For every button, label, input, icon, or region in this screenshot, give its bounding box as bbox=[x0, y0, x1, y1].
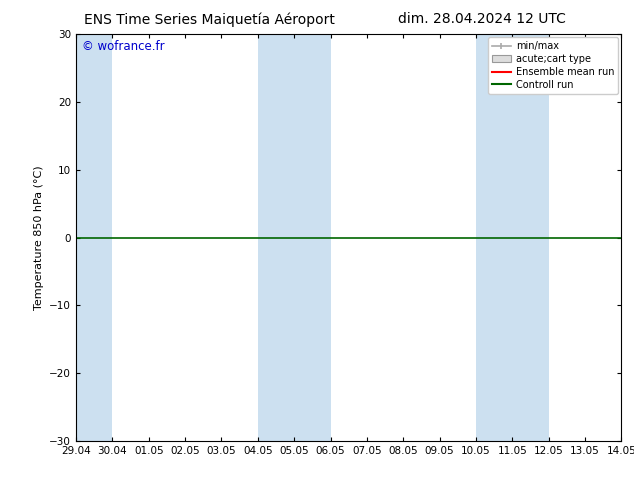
Bar bbox=[76, 34, 112, 441]
Text: ENS Time Series Maiquetía Aéroport: ENS Time Series Maiquetía Aéroport bbox=[84, 12, 335, 27]
Bar bbox=[258, 34, 330, 441]
Bar bbox=[476, 34, 548, 441]
Legend: min/max, acute;cart type, Ensemble mean run, Controll run: min/max, acute;cart type, Ensemble mean … bbox=[488, 37, 618, 94]
Text: © wofrance.fr: © wofrance.fr bbox=[82, 40, 164, 53]
Y-axis label: Temperature 850 hPa (°C): Temperature 850 hPa (°C) bbox=[34, 165, 44, 310]
Text: dim. 28.04.2024 12 UTC: dim. 28.04.2024 12 UTC bbox=[398, 12, 566, 26]
